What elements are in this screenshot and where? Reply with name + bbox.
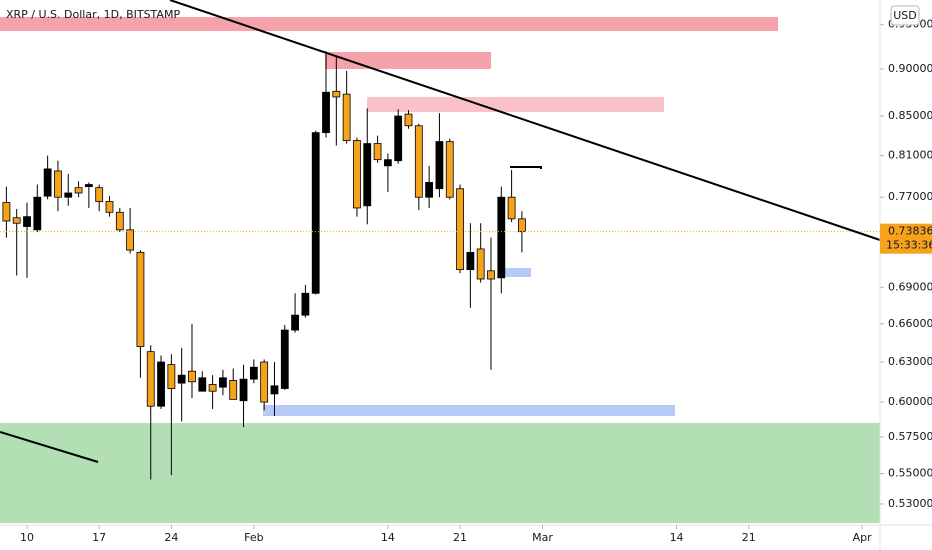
y-tick-label: 0.57500 [888,430,932,443]
candle-body [270,385,279,395]
candle-body [435,141,444,190]
candle-body [414,125,423,198]
y-tick-label: 0.81000 [888,149,932,162]
candle-body [2,202,11,222]
candle-body [74,187,83,194]
x-tick-label: Feb [244,531,263,544]
candle-body [404,113,413,127]
candle-body [84,184,93,188]
y-tick-label: 0.60000 [888,395,932,408]
y-tick-label: 0.63000 [888,355,932,368]
last-price-box [880,223,932,254]
candle-body [291,314,299,331]
x-tick-label: Mar [532,531,553,544]
candle-body [280,329,289,389]
candle-body [363,143,372,207]
candle-body [95,187,104,202]
y-tick-label: 0.69000 [888,280,932,293]
candle-body [445,141,454,198]
x-tick-label: 10 [20,531,34,544]
candle-body [219,377,227,388]
candle-body [146,351,155,407]
candle-body [157,361,165,407]
demand-zone [263,405,675,416]
chart-title: XRP / U.S. Dollar, 1D, BITSTAMP [6,8,180,21]
candle-body [394,115,403,162]
x-tick-label: 14 [670,531,684,544]
candle-body [301,292,310,316]
candle-body [43,168,52,197]
candle-body [115,211,124,231]
candle-body [487,270,495,280]
candle-body [342,93,351,141]
y-tick-label: 0.90000 [888,62,932,75]
currency-button[interactable] [890,5,920,26]
candle-body [311,132,320,294]
candle-body [260,361,269,403]
resistance-zone [325,52,491,69]
trend-line [0,431,99,463]
candle-body [322,91,330,134]
candle-body [23,216,31,227]
candle-body [373,143,382,161]
candle-body [208,384,217,392]
candle-body [456,188,464,271]
bracket-line [510,166,542,169]
y-tick-label: 0.77000 [888,190,932,203]
candle-body [425,182,434,198]
candle-body [239,378,248,402]
demand-zone [503,268,531,277]
candle-body [177,374,186,384]
y-tick-label: 0.85000 [888,109,932,122]
x-tick-label: 21 [742,531,756,544]
candle-body [518,218,526,233]
candle-body [64,192,73,198]
candle-body [198,377,207,392]
candle-body [54,170,62,198]
candles [0,51,880,480]
candle-body [105,201,114,213]
candle-body [136,251,145,347]
candle-body [229,380,238,400]
candle-body [332,90,341,98]
candle-body [33,196,42,231]
candle-body [249,366,258,380]
support-zone [0,423,880,523]
x-tick-label: 21 [453,531,467,544]
last-price-label: 0.73836 [888,225,932,238]
resistance-zone [0,17,778,31]
x-tick-label: Apr [853,531,873,544]
y-tick-label: 0.55000 [888,467,932,480]
candle-body [126,229,135,251]
candle-body [476,248,485,280]
y-tick-label: 0.53000 [888,497,932,510]
x-tick-label: 24 [164,531,178,544]
candle-body [466,251,475,271]
candle-body [12,217,21,224]
candle-body [383,159,392,167]
trend-line [169,0,881,241]
x-tick-label: 17 [92,531,106,544]
x-tick-label: 14 [381,531,395,544]
candle-body [507,196,516,220]
currency-label[interactable]: USD [893,9,917,22]
candle-body [497,196,506,279]
resistance-zone [367,97,664,112]
candle-body [188,370,196,383]
countdown-label: 15:33:36 [886,239,932,252]
y-tick-label: 0.66000 [888,317,932,330]
candle-body [353,140,361,209]
candle-body [167,364,176,389]
